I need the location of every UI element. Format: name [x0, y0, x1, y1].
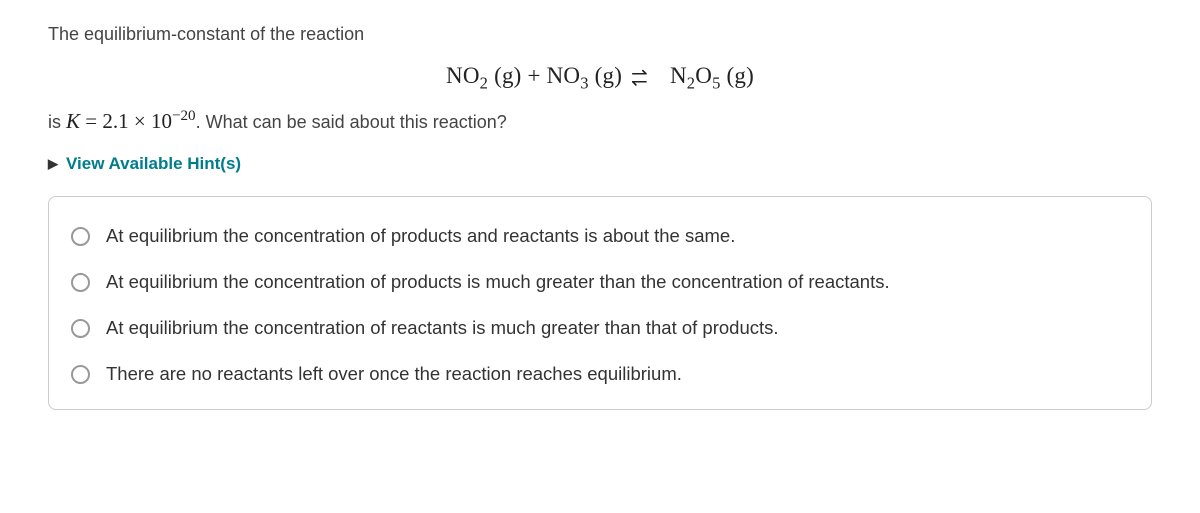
caret-right-icon: ▶ — [48, 156, 58, 172]
option-label: At equilibrium the concentration of prod… — [106, 225, 735, 247]
option-label: At equilibrium the concentration of prod… — [106, 271, 890, 293]
k-symbol: K — [66, 109, 80, 133]
k-statement: is K = 2.1 × 10−20. What can be said abo… — [48, 109, 1152, 134]
option-label: At equilibrium the concentration of reac… — [106, 317, 779, 339]
option-row[interactable]: At equilibrium the concentration of prod… — [71, 271, 1129, 293]
option-row[interactable]: At equilibrium the concentration of reac… — [71, 317, 1129, 339]
k-prefix: is — [48, 112, 66, 132]
answer-options-panel: At equilibrium the concentration of prod… — [48, 196, 1152, 410]
view-hints-label: View Available Hint(s) — [66, 154, 241, 174]
k-value: 2.1 × 10−20 — [102, 109, 195, 133]
radio-icon[interactable] — [71, 273, 90, 292]
option-row[interactable]: At equilibrium the concentration of prod… — [71, 225, 1129, 247]
question-intro-text: The equilibrium-constant of the reaction — [48, 24, 1152, 45]
radio-icon[interactable] — [71, 227, 90, 246]
reaction-equation: NO2 (g) + NO3 (g) N2O5 (g) — [48, 63, 1152, 89]
view-hints-toggle[interactable]: ▶ View Available Hint(s) — [48, 154, 1152, 174]
k-suffix: . What can be said about this reaction? — [196, 112, 507, 132]
radio-icon[interactable] — [71, 365, 90, 384]
option-row[interactable]: There are no reactants left over once th… — [71, 363, 1129, 385]
k-eq: = — [80, 109, 102, 133]
radio-icon[interactable] — [71, 319, 90, 338]
option-label: There are no reactants left over once th… — [106, 363, 682, 385]
